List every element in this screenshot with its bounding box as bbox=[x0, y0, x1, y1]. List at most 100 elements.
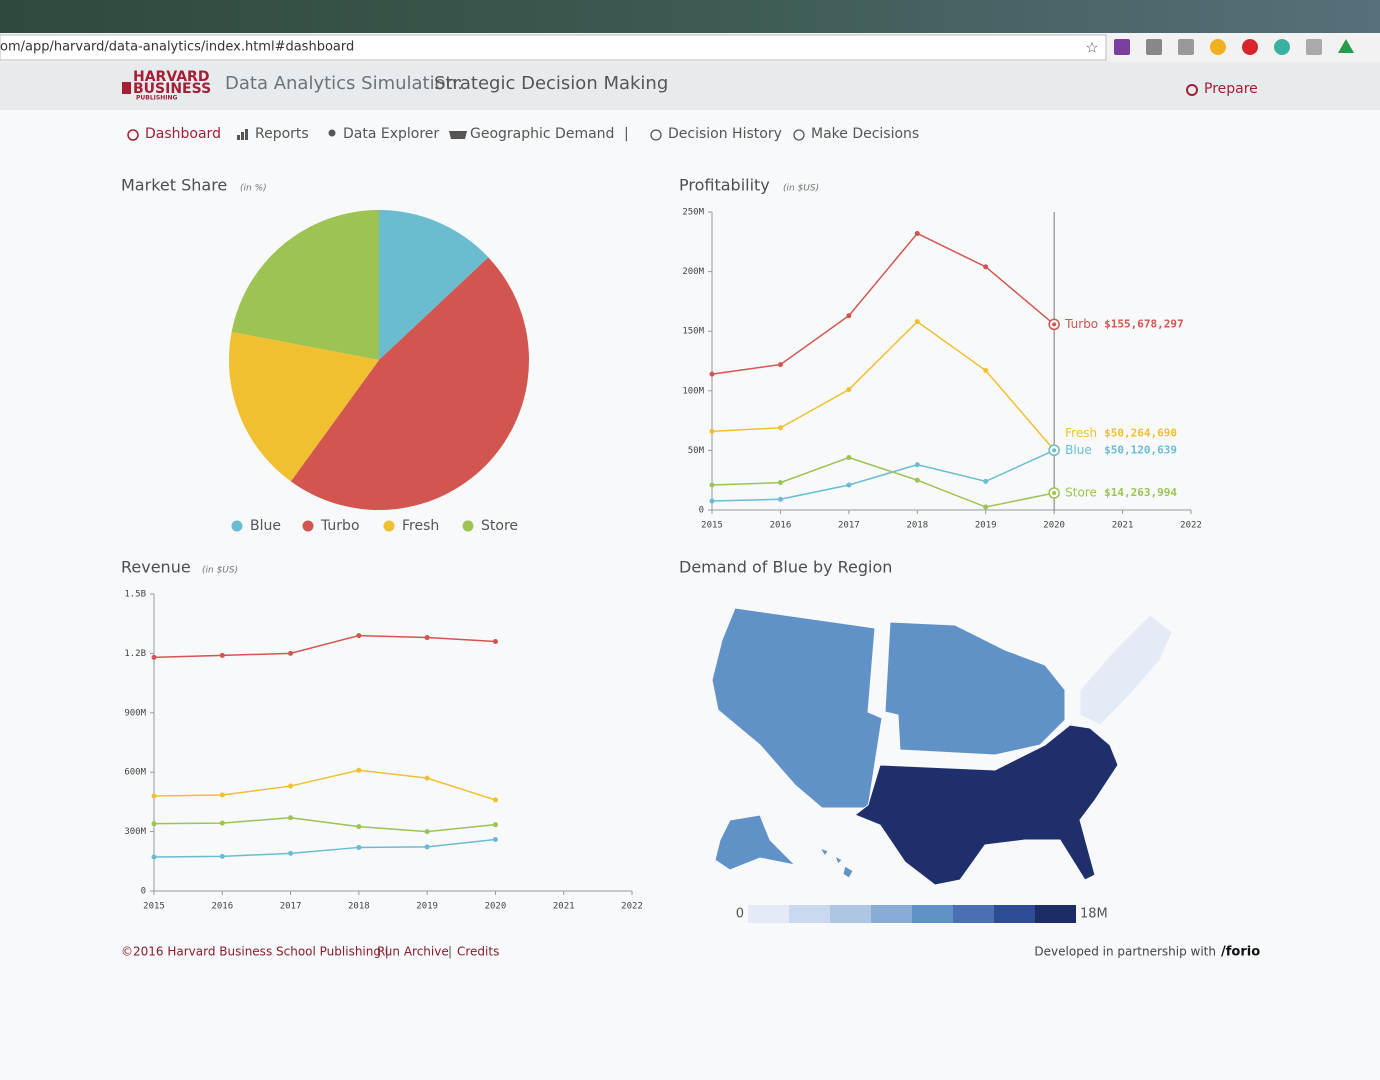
pie-slice bbox=[379, 210, 489, 360]
data-point bbox=[492, 837, 498, 843]
extension[interactable] bbox=[1242, 39, 1258, 55]
data-point bbox=[219, 652, 225, 658]
y-tick-label: 1.2B bbox=[124, 649, 146, 659]
extension[interactable] bbox=[1274, 39, 1290, 55]
footer-link[interactable]: Run Archive bbox=[377, 945, 449, 959]
map-region[interactable] bbox=[818, 847, 854, 879]
map-region[interactable] bbox=[853, 724, 1119, 886]
y-tick-label: 0 bbox=[141, 887, 146, 897]
partner-brand: /forio bbox=[1221, 945, 1260, 960]
map bbox=[711, 607, 1173, 886]
bookmark-star[interactable]: ☆ bbox=[1085, 39, 1098, 57]
x-tick-label: 2017 bbox=[838, 521, 860, 531]
legend-label: Store bbox=[481, 518, 518, 534]
legend-min: 0 bbox=[736, 907, 744, 922]
x-tick-label: 2018 bbox=[906, 521, 928, 531]
map-region[interactable] bbox=[714, 814, 797, 871]
series-line bbox=[711, 320, 1055, 451]
app-subtitle: Strategic Decision Making bbox=[434, 73, 668, 94]
series-line bbox=[153, 634, 496, 659]
x-tick-label: 2021 bbox=[1112, 521, 1134, 531]
extension[interactable] bbox=[1146, 39, 1162, 55]
x-tick-label: 2016 bbox=[211, 902, 233, 912]
data-point bbox=[151, 821, 157, 827]
x-tick-label: 2015 bbox=[701, 521, 723, 531]
y-tick-label: 50M bbox=[688, 446, 705, 456]
extension[interactable] bbox=[1306, 39, 1322, 55]
series-line bbox=[711, 232, 1055, 375]
nav-separator: | bbox=[624, 126, 629, 142]
data-point bbox=[424, 635, 430, 641]
x-tick-label: 2020 bbox=[1043, 521, 1065, 531]
extension[interactable] bbox=[1178, 39, 1194, 55]
callout-name: Fresh bbox=[1065, 426, 1097, 440]
callout-name: Turbo bbox=[1064, 317, 1098, 331]
data-point bbox=[846, 482, 852, 488]
extension-icons bbox=[1114, 39, 1354, 55]
map-region[interactable] bbox=[711, 607, 883, 809]
data-point bbox=[914, 462, 920, 468]
extension[interactable] bbox=[1114, 39, 1130, 55]
x-tick-label: 2019 bbox=[975, 521, 997, 531]
nav-icon bbox=[237, 129, 248, 140]
browser-background bbox=[0, 0, 1380, 33]
data-point bbox=[492, 822, 498, 828]
chart-subtitle: (in $US) bbox=[783, 184, 819, 194]
y-tick-label: 0 bbox=[699, 506, 704, 516]
callout-value: $155,678,297 bbox=[1104, 317, 1183, 330]
extension[interactable] bbox=[1338, 39, 1354, 53]
callout-value: $14,263,994 bbox=[1104, 486, 1177, 499]
data-point bbox=[709, 498, 715, 504]
callout-value: $50,120,639 bbox=[1104, 443, 1177, 456]
data-point bbox=[777, 480, 783, 486]
x-tick-label: 2017 bbox=[280, 902, 302, 912]
data-point bbox=[777, 425, 783, 431]
legend-swatch bbox=[462, 520, 474, 532]
footer-link[interactable]: Credits bbox=[457, 945, 499, 959]
data-point bbox=[709, 371, 715, 377]
app-title: Data Analytics Simulation: bbox=[225, 73, 463, 94]
nav-icon bbox=[127, 129, 139, 141]
nav-item[interactable]: Make Decisions bbox=[811, 126, 919, 142]
extension[interactable] bbox=[1210, 39, 1226, 55]
data-point bbox=[356, 824, 362, 830]
series-line bbox=[153, 769, 496, 801]
y-tick-label: 900M bbox=[124, 708, 146, 718]
footer-separator: | bbox=[448, 945, 452, 959]
map-title: Demand of Blue by Region bbox=[679, 558, 892, 577]
prepare-link[interactable]: Prepare bbox=[1204, 81, 1258, 97]
data-point bbox=[424, 829, 430, 835]
data-point bbox=[846, 455, 852, 461]
series-line bbox=[153, 838, 496, 858]
data-point bbox=[492, 797, 498, 803]
map-region[interactable] bbox=[884, 621, 1066, 756]
y-tick-label: 100M bbox=[682, 386, 704, 396]
nav-icon bbox=[328, 129, 336, 137]
nav-icon bbox=[650, 129, 662, 141]
data-point bbox=[288, 650, 294, 656]
url-bar[interactable] bbox=[0, 34, 1107, 61]
data-point bbox=[914, 319, 920, 325]
nav-item[interactable]: Dashboard bbox=[145, 126, 221, 142]
map-region[interactable] bbox=[1079, 614, 1173, 726]
callout-name: Store bbox=[1065, 485, 1097, 499]
data-point bbox=[356, 844, 362, 850]
nav-item[interactable]: Geographic Demand bbox=[470, 126, 614, 142]
x-tick-label: 2019 bbox=[416, 902, 438, 912]
pie-slice bbox=[231, 210, 379, 360]
legend-label: Turbo bbox=[320, 518, 360, 534]
legend-label: Fresh bbox=[402, 518, 439, 534]
chart-title: Market Share bbox=[121, 176, 227, 195]
series-line bbox=[711, 449, 1055, 502]
nav-item[interactable]: Data Explorer bbox=[343, 126, 439, 142]
y-tick-label: 200M bbox=[682, 267, 704, 277]
nav-icon bbox=[449, 131, 467, 139]
data-point bbox=[151, 793, 157, 799]
nav-item[interactable]: Decision History bbox=[668, 126, 782, 142]
data-point bbox=[709, 428, 715, 434]
copyright: ©2016 Harvard Business School Publishing… bbox=[121, 945, 389, 959]
data-point bbox=[288, 850, 294, 856]
nav-item[interactable]: Reports bbox=[255, 126, 309, 142]
x-tick-label: 2022 bbox=[1180, 521, 1202, 531]
data-point bbox=[914, 230, 920, 236]
